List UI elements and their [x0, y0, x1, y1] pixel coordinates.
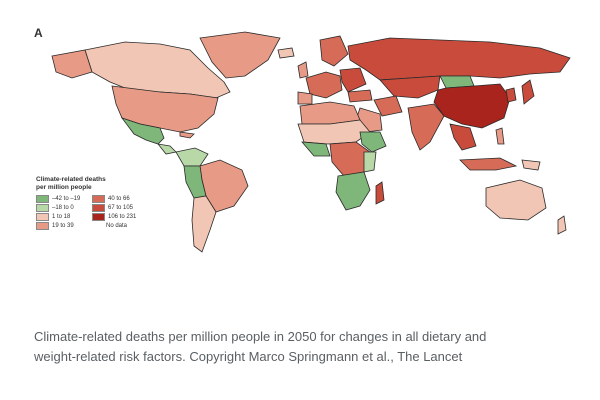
legend-item: 106 to 231 — [92, 213, 148, 221]
legend-label: –18 to 0 — [52, 205, 74, 211]
country-mexico — [120, 117, 165, 145]
legend-label: 1 to 18 — [52, 214, 71, 220]
legend-swatch — [36, 222, 49, 230]
country-north-africa — [299, 101, 361, 125]
country-japan — [521, 79, 535, 105]
map-legend: Climate-related deaths per million peopl… — [36, 176, 151, 230]
legend-swatch — [36, 204, 49, 212]
country-greenland — [199, 31, 281, 79]
legend-swatch — [36, 195, 49, 203]
country-cuba — [179, 131, 195, 139]
country-scandinavia — [319, 35, 349, 67]
legend-swatch — [36, 213, 49, 221]
country-indonesia — [459, 157, 518, 171]
legend-label: No data — [106, 223, 128, 229]
legend-item: 40 to 66 — [92, 195, 148, 203]
country-eastern-europe — [339, 67, 367, 93]
country-kazakhstan — [379, 75, 441, 99]
country-southern-africa — [335, 171, 371, 211]
world-map-svg — [51, 31, 571, 253]
legend-label: 67 to 105 — [108, 205, 134, 211]
legend-item: –18 to 0 — [36, 204, 92, 212]
figure-caption: Climate-related deaths per million peopl… — [34, 327, 584, 367]
country-png — [521, 159, 541, 171]
legend-label: 40 to 66 — [108, 196, 130, 202]
legend-title: Climate-related deaths per million peopl… — [36, 176, 151, 192]
country-philippines — [495, 127, 505, 145]
world-map — [30, 20, 590, 265]
country-uk — [297, 61, 309, 79]
country-iran — [373, 95, 403, 117]
country-west-africa — [301, 141, 331, 157]
legend-swatch — [92, 213, 105, 221]
legend-item: 67 to 105 — [92, 204, 148, 212]
country-turkey — [347, 89, 373, 103]
country-horn-africa — [359, 131, 387, 153]
country-argentina — [191, 195, 217, 253]
country-usa — [111, 85, 219, 133]
caption-line2: weight-related risk factors. Copyright M… — [34, 349, 463, 364]
country-alaska — [51, 49, 93, 79]
legend-item: –42 to –19 — [36, 195, 92, 203]
country-china — [433, 83, 511, 129]
country-india — [407, 103, 445, 151]
country-canada — [84, 41, 231, 99]
legend-item: 19 to 39 — [36, 222, 92, 230]
country-colombia — [175, 147, 209, 167]
caption-line1: Climate-related deaths per million peopl… — [34, 329, 487, 344]
country-australia — [485, 179, 547, 221]
legend-items: –42 to –19 40 to 66 –18 to 0 67 to 105 1 to … — [36, 195, 151, 230]
country-spain — [297, 91, 313, 105]
legend-item: No data — [92, 222, 148, 230]
country-southeast-asia — [449, 123, 477, 151]
legend-label: 19 to 39 — [52, 223, 74, 229]
country-iceland — [277, 47, 295, 59]
country-east-africa — [363, 151, 377, 173]
country-sahel — [297, 119, 371, 145]
country-korea — [505, 87, 517, 103]
country-russia — [347, 37, 571, 81]
country-central-america — [157, 143, 177, 155]
legend-item: 1 to 18 — [36, 213, 92, 221]
legend-label: 106 to 231 — [108, 214, 137, 220]
legend-label: –42 to –19 — [52, 196, 81, 202]
legend-title-line1: Climate-related deaths — [36, 176, 106, 183]
legend-swatch — [92, 204, 105, 212]
panel-label: A — [34, 26, 43, 40]
legend-swatch — [92, 195, 105, 203]
legend-title-line2: per million people — [36, 184, 92, 191]
country-new-zealand — [557, 215, 567, 235]
country-madagascar — [375, 181, 385, 205]
